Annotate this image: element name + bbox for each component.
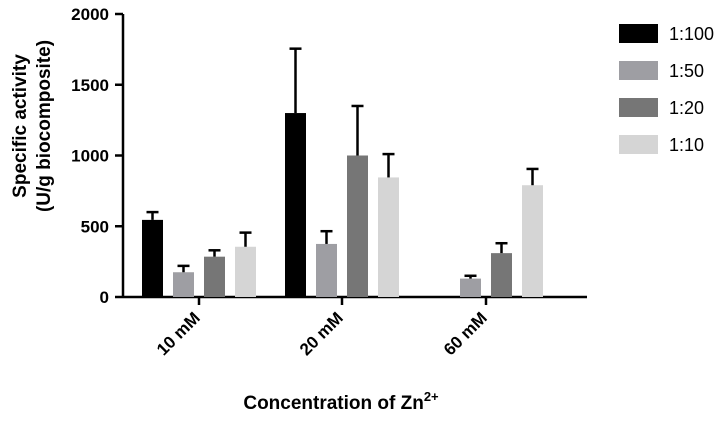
legend-swatch bbox=[619, 61, 658, 80]
bar bbox=[378, 177, 399, 297]
bar bbox=[347, 155, 368, 297]
x-category-label: 20 mM bbox=[296, 308, 347, 359]
legend-label: 1:100 bbox=[669, 24, 714, 44]
bar bbox=[142, 219, 163, 297]
bar bbox=[460, 278, 481, 297]
bar bbox=[204, 256, 225, 297]
x-axis-title: Concentration of Zn2+ bbox=[243, 389, 439, 414]
legend-label: 1:50 bbox=[669, 61, 704, 81]
legend-label: 1:10 bbox=[669, 135, 704, 155]
bar bbox=[316, 243, 337, 297]
y-axis-title-line2: (U/g biocomposite) bbox=[34, 40, 55, 212]
x-axis-title-superscript: 2+ bbox=[424, 389, 439, 404]
y-tick-label: 2000 bbox=[71, 5, 109, 24]
y-tick-label: 1000 bbox=[71, 147, 109, 166]
y-tick-label: 1500 bbox=[71, 76, 109, 95]
x-axis-title-text: Concentration of Zn bbox=[243, 393, 423, 414]
x-category-label: 10 mM bbox=[153, 308, 204, 359]
legend: 1:100 1:50 1:20 1:10 bbox=[619, 24, 714, 155]
legend-label: 1:20 bbox=[669, 98, 704, 118]
x-category-label: 60 mM bbox=[440, 308, 491, 359]
y-tick-label: 500 bbox=[81, 217, 109, 236]
bars bbox=[142, 47, 543, 297]
bar bbox=[522, 185, 543, 297]
bar bbox=[491, 253, 512, 297]
bar bbox=[285, 113, 306, 297]
y-axis-title-line1: Specific activity bbox=[10, 54, 31, 198]
bar bbox=[235, 246, 256, 297]
legend-swatch bbox=[619, 24, 658, 43]
bar bbox=[173, 272, 194, 297]
y-tick-label: 0 bbox=[100, 288, 109, 307]
legend-swatch bbox=[619, 135, 658, 154]
legend-swatch bbox=[619, 98, 658, 117]
